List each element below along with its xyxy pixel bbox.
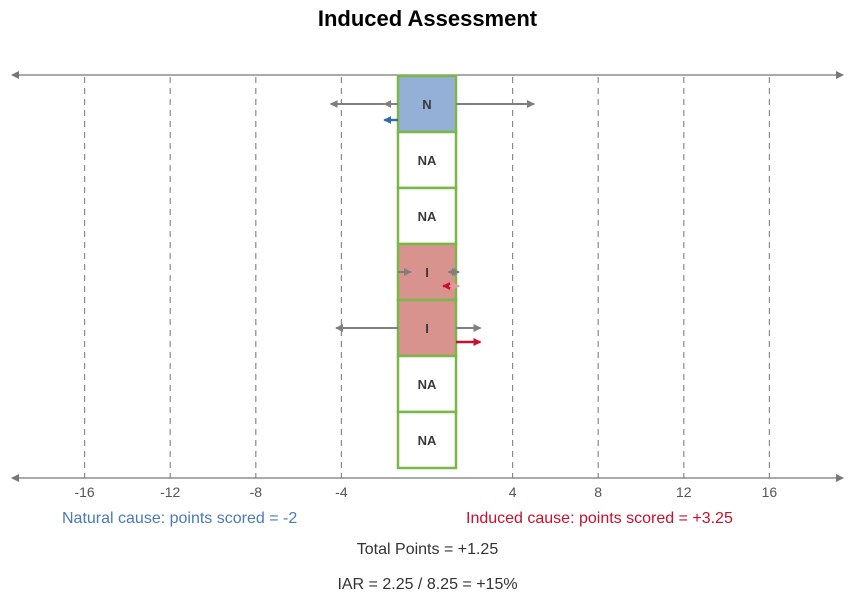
row-label: I — [425, 321, 429, 336]
row-box — [396, 298, 458, 358]
x-tick-label: 8 — [594, 484, 602, 500]
x-tick-label: 4 — [509, 484, 517, 500]
row-label: NA — [418, 377, 437, 392]
row-label: I — [425, 265, 429, 280]
row-label: NA — [418, 433, 437, 448]
row-box — [396, 74, 458, 134]
row-box — [396, 186, 458, 246]
x-tick-label: -8 — [250, 484, 263, 500]
total-points-label: Total Points = +1.25 — [356, 541, 499, 558]
row-label: N — [422, 97, 431, 112]
x-tick-label: -16 — [74, 484, 94, 500]
row-box — [396, 410, 458, 470]
natural-cause-label: Natural cause: points scored = -2 — [62, 510, 298, 527]
x-tick-label: -12 — [160, 484, 180, 500]
x-tick-label: 12 — [676, 484, 692, 500]
row-box — [396, 130, 458, 190]
iar-label: IAR = 2.25 / 8.25 = +15% — [337, 576, 518, 593]
row-label: NA — [418, 153, 437, 168]
induced-cause-label: Induced cause: points scored = +3.25 — [466, 510, 733, 527]
x-tick-label: 16 — [762, 484, 778, 500]
x-tick-label: -4 — [335, 484, 348, 500]
chart-title: Induced Assessment — [317, 6, 538, 31]
row-label: NA — [418, 209, 437, 224]
